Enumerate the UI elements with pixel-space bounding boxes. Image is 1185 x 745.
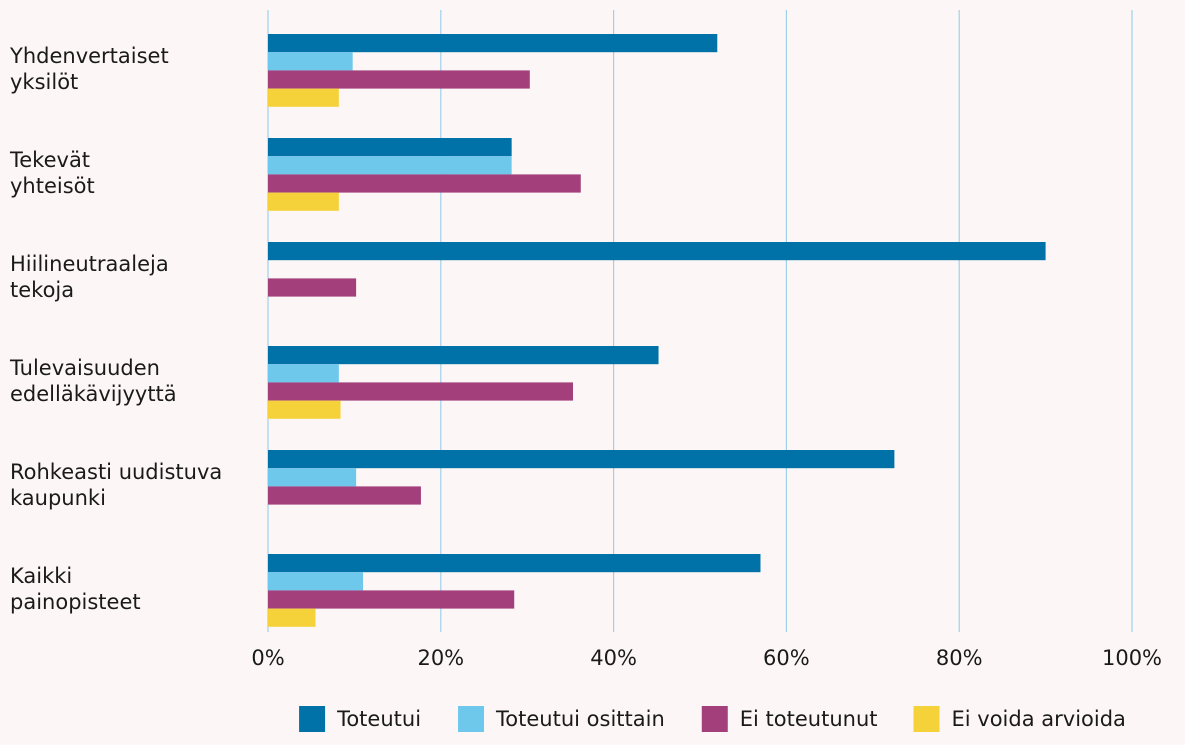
bar-toteutui	[268, 138, 512, 157]
bar-ei-toteutunut	[268, 174, 581, 193]
bar-ei-voida-arvioida	[268, 608, 316, 627]
bar-ei-voida-arvioida	[268, 192, 339, 211]
legend-label: Ei toteutunut	[740, 707, 878, 731]
category-label: kaupunki	[10, 486, 106, 510]
bar-ei-voida-arvioida	[268, 88, 339, 107]
legend-swatch-toteutui	[299, 706, 326, 732]
bar-toteutui	[268, 346, 659, 365]
legend-label: Toteutui	[336, 707, 421, 731]
category-label: Yhdenvertaiset	[9, 44, 169, 68]
x-tick-label: 40%	[590, 646, 637, 670]
category-label: edelläkävijyyttä	[10, 382, 177, 406]
category-label: Kaikki	[10, 564, 72, 588]
legend-swatch-ei-toteutunut	[701, 706, 728, 732]
legend-label: Ei voida arvioida	[952, 707, 1126, 731]
category-label: Rohkeasti uudistuva	[10, 460, 222, 484]
category-label: yhteisöt	[10, 174, 95, 198]
bar-ei-toteutunut	[268, 278, 357, 297]
category-label: Hiilineutraaleja	[10, 252, 169, 276]
x-tick-label: 0%	[251, 646, 284, 670]
x-tick-label: 20%	[417, 646, 464, 670]
category-label: Tulevaisuuden	[9, 356, 160, 380]
bar-ei-toteutunut	[268, 486, 421, 505]
bar-toteutui	[268, 450, 895, 469]
bar-toteutui	[268, 34, 718, 53]
bar-ei-toteutunut	[268, 382, 573, 401]
category-label: tekoja	[10, 278, 74, 302]
x-tick-label: 80%	[936, 646, 983, 670]
category-label: painopisteet	[10, 590, 141, 614]
bar-toteutui	[268, 554, 761, 573]
bar-toteutui-osittain	[268, 156, 512, 175]
x-tick-label: 60%	[763, 646, 810, 670]
bar-toteutui-osittain	[268, 52, 353, 71]
category-label: yksilöt	[10, 70, 78, 94]
bar-ei-toteutunut	[268, 70, 530, 89]
bar-toteutui-osittain	[268, 364, 339, 383]
x-tick-label: 100%	[1102, 646, 1162, 670]
legend-swatch-ei-voida-arvioida	[913, 706, 940, 732]
legend-swatch-toteutui-osittain	[458, 706, 485, 732]
bar-ei-toteutunut	[268, 590, 515, 609]
bar-toteutui-osittain	[268, 468, 357, 487]
legend-label: Toteutui osittain	[495, 707, 665, 731]
bar-ei-voida-arvioida	[268, 400, 341, 419]
bar-toteutui	[268, 242, 1046, 261]
bar-toteutui-osittain	[268, 572, 364, 591]
category-label: Tekevät	[9, 148, 90, 172]
